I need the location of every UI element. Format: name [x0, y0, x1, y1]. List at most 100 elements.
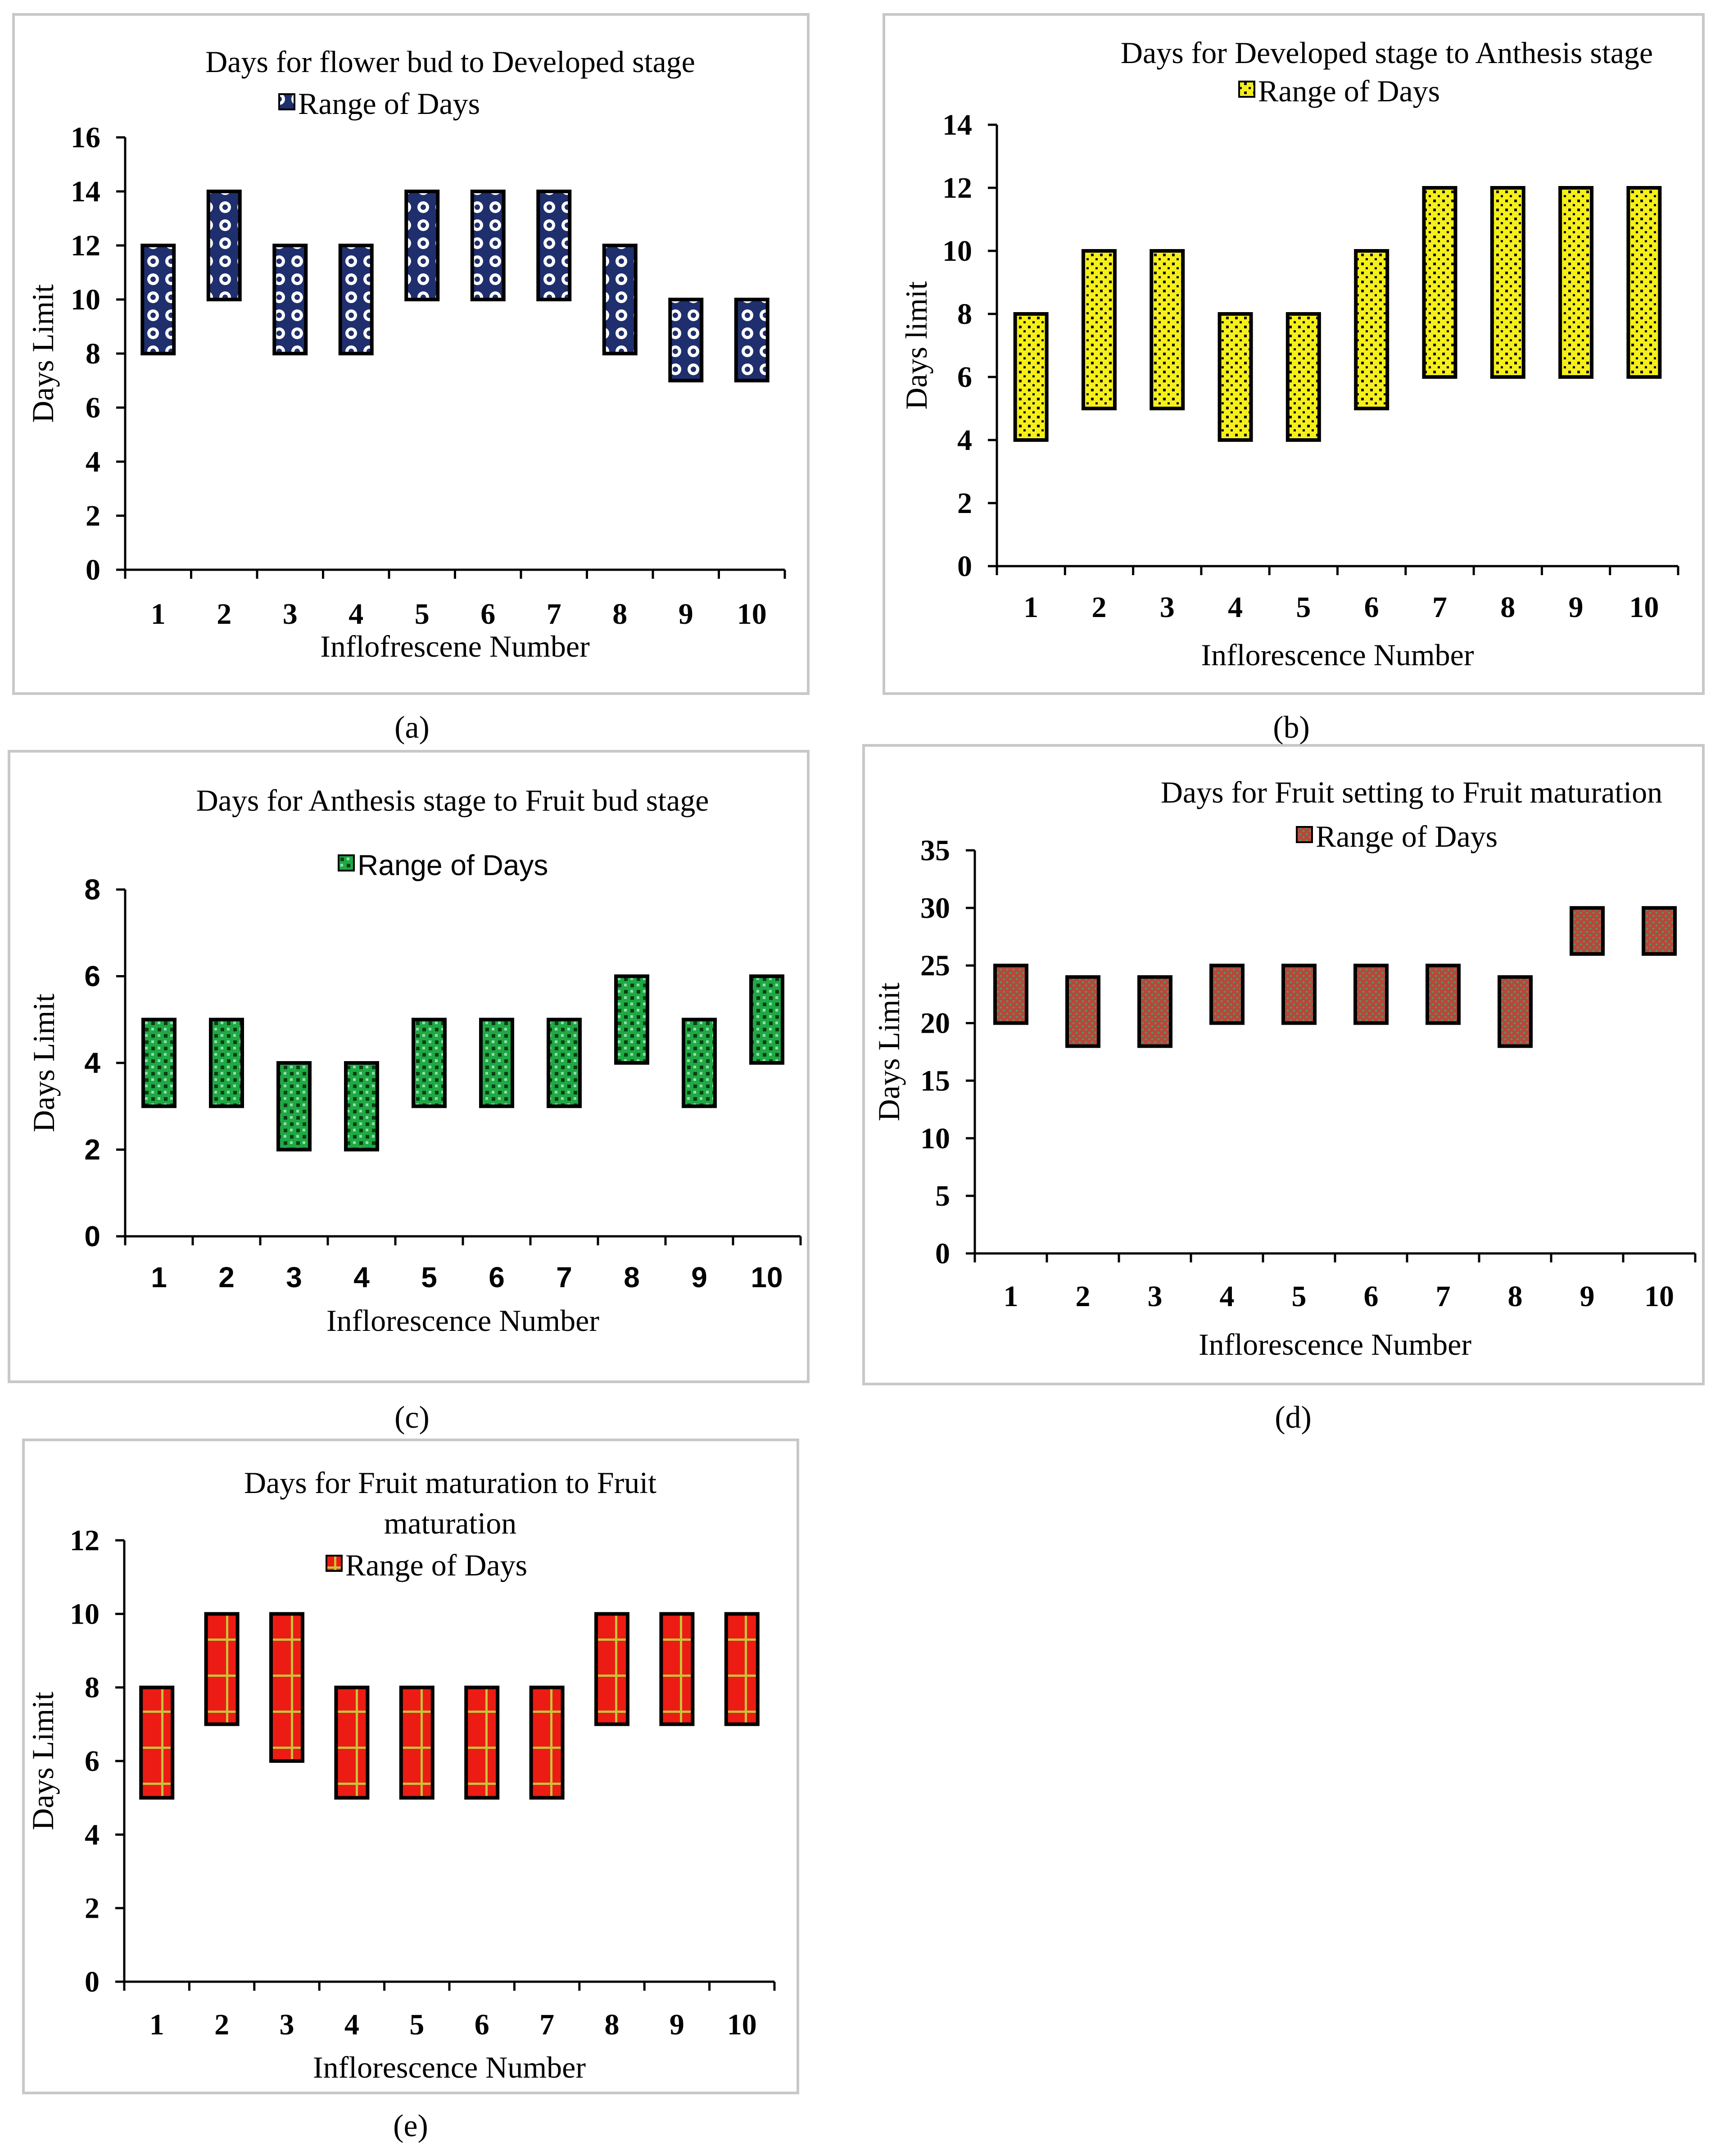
x-tick-label-a-5: 5 [415, 598, 430, 631]
y-tick-label-d: 30 [920, 892, 950, 925]
x-tick-label-b-6: 6 [1364, 591, 1379, 624]
chart-panel-b: Days for Developed stage to Anthesis sta… [899, 36, 1679, 672]
bar-a-3 [272, 244, 308, 355]
x-axis-label-b: Inflorescence Number [1201, 638, 1474, 672]
x-axis-label-e: Inflorescence Number [313, 2050, 586, 2084]
y-tick-label-b: 2 [957, 487, 972, 520]
x-tick-label-d-4: 4 [1220, 1280, 1235, 1313]
y-axis-label-b: Days limit [899, 281, 933, 409]
bar-c-9 [682, 1017, 717, 1108]
x-tick-label-b-3: 3 [1160, 591, 1175, 624]
panel-a-frame [12, 13, 810, 695]
x-tick-label-d-10: 10 [1644, 1280, 1674, 1313]
caption-d: (d) [1275, 1400, 1312, 1435]
x-tick-label-c-3: 3 [286, 1261, 302, 1294]
y-tick-label-a: 2 [86, 499, 100, 532]
bar-d-4 [1209, 963, 1245, 1025]
bar-e-8 [594, 1612, 629, 1726]
x-tick-label-b-5: 5 [1296, 591, 1311, 624]
bar-b-6 [1354, 249, 1390, 410]
bar-e-10 [724, 1612, 760, 1726]
x-tick-label-b-4: 4 [1228, 591, 1243, 624]
bar-a-5 [404, 190, 440, 301]
y-tick-label-e: 4 [85, 1818, 100, 1851]
y-tick-label-d: 20 [920, 1007, 950, 1040]
y-tick-label-d: 15 [920, 1064, 950, 1097]
y-axis-label-a: Days Limit [26, 284, 60, 423]
panel-d-frame [862, 744, 1705, 1385]
bar-c-1 [141, 1017, 177, 1108]
x-tick-label-e-3: 3 [280, 2008, 294, 2041]
chart-title-a: Days for flower bud to Developed stage [205, 45, 695, 79]
y-tick-label-e: 12 [70, 1524, 100, 1557]
x-tick-label-e-10: 10 [727, 2008, 757, 2041]
bar-c-4 [344, 1061, 379, 1152]
y-tick-label-b: 12 [942, 172, 972, 204]
bar-b-10 [1626, 186, 1662, 379]
caption-c: (c) [394, 1400, 430, 1435]
bar-d-9 [1570, 906, 1605, 956]
legend-label-b: Range of Days [1258, 74, 1440, 108]
x-tick-label-c-8: 8 [624, 1261, 640, 1294]
x-tick-label-c-4: 4 [353, 1261, 370, 1294]
y-tick-label-a: 10 [71, 283, 100, 316]
bar-a-1 [140, 244, 176, 355]
x-tick-label-e-7: 7 [539, 2008, 554, 2041]
x-tick-label-c-10: 10 [751, 1261, 783, 1294]
bar-a-9 [668, 298, 704, 382]
y-tick-label-b: 10 [942, 235, 972, 268]
x-tick-label-e-5: 5 [409, 2008, 424, 2041]
y-tick-label-d: 10 [920, 1122, 950, 1155]
y-tick-label-c: 0 [84, 1220, 100, 1253]
chart-title-d: Days for Fruit setting to Fruit maturati… [1161, 775, 1662, 809]
bar-a-8 [602, 244, 638, 355]
x-tick-label-e-6: 6 [475, 2008, 489, 2041]
y-tick-label-c: 2 [84, 1134, 100, 1166]
chart-panel-c: Days for Anthesis stage to Fruit bud sta… [27, 783, 802, 1338]
x-tick-label-a-4: 4 [349, 598, 363, 631]
y-tick-label-d: 25 [920, 949, 950, 982]
y-tick-label-e: 10 [70, 1598, 100, 1630]
bar-a-6 [470, 190, 506, 301]
bar-e-6 [464, 1685, 500, 1800]
bar-c-10 [749, 974, 784, 1065]
y-tick-label-c: 4 [84, 1047, 100, 1079]
panel-e-frame [22, 1439, 799, 2094]
x-tick-label-d-2: 2 [1076, 1280, 1091, 1313]
caption-b: (b) [1273, 710, 1310, 745]
bar-b-4 [1218, 312, 1253, 442]
y-tick-label-a: 14 [71, 175, 100, 208]
y-tick-label-b: 14 [942, 109, 972, 141]
x-tick-label-a-3: 3 [283, 598, 298, 631]
bar-e-7 [529, 1685, 565, 1800]
chart-title-c: Days for Anthesis stage to Fruit bud sta… [196, 783, 709, 817]
x-tick-label-a-10: 10 [737, 598, 767, 631]
y-tick-label-e: 8 [85, 1671, 100, 1704]
y-tick-label-a: 0 [86, 554, 100, 586]
caption-a: (a) [394, 710, 430, 745]
y-tick-label-a: 16 [71, 121, 100, 154]
caption-e: (e) [393, 2109, 428, 2143]
y-axis-label-d: Days Limit [872, 982, 906, 1121]
chart-panels: Days for flower bud to Developed stage Ra… [26, 36, 1697, 2084]
x-tick-label-c-7: 7 [556, 1261, 572, 1294]
x-axis-label-a: Inflofrescene Number [320, 629, 590, 663]
x-tick-label-b-9: 9 [1569, 591, 1584, 624]
x-tick-label-a-6: 6 [480, 598, 495, 631]
x-tick-label-c-5: 5 [421, 1261, 437, 1294]
bar-b-5 [1285, 312, 1321, 442]
y-tick-label-a: 6 [86, 391, 100, 424]
y-tick-label-e: 0 [85, 1965, 100, 1998]
y-tick-label-a: 12 [71, 229, 100, 262]
x-tick-label-e-8: 8 [605, 2008, 620, 2041]
bar-b-2 [1081, 249, 1117, 410]
bar-a-2 [206, 190, 242, 301]
chart-panel-e: Days for Fruit maturation to Fruit matura… [26, 1466, 776, 2084]
x-tick-label-d-6: 6 [1364, 1280, 1379, 1313]
bar-d-2 [1065, 975, 1100, 1048]
chart-panel-a: Days for flower bud to Developed stage Ra… [26, 45, 786, 663]
y-tick-label-b: 6 [957, 361, 972, 394]
bar-e-3 [269, 1612, 304, 1763]
bar-d-3 [1137, 975, 1172, 1048]
